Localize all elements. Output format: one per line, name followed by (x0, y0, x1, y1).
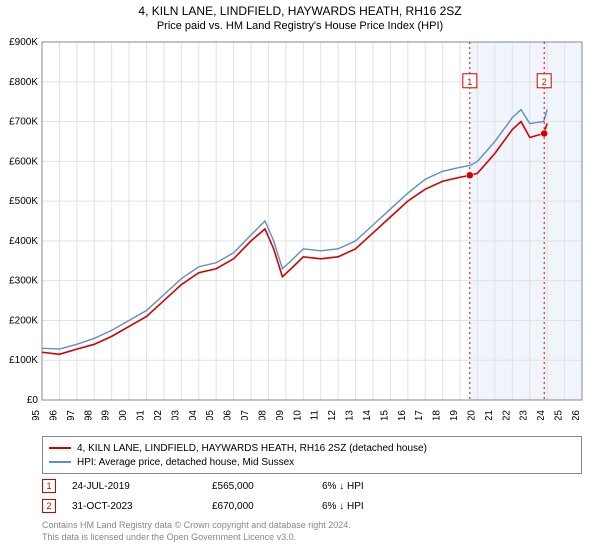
svg-text:2006: 2006 (223, 410, 234, 420)
svg-text:2018: 2018 (432, 410, 443, 420)
svg-text:£100K: £100K (9, 355, 38, 366)
legend-row: 4, KILN LANE, LINDFIELD, HAYWARDS HEATH,… (49, 441, 575, 455)
svg-text:1: 1 (467, 77, 472, 87)
svg-text:2010: 2010 (292, 410, 303, 420)
point-date: 31-OCT-2023 (72, 501, 212, 512)
svg-text:£300K: £300K (9, 276, 38, 287)
point-date: 24-JUL-2019 (72, 481, 212, 492)
point-delta: 6% ↓ HPI (322, 481, 402, 492)
point-row: 1 24-JUL-2019£565,0006% ↓ HPI (42, 476, 402, 496)
point-price: £670,000 (212, 501, 322, 512)
legend-swatch (49, 461, 71, 463)
svg-text:£200K: £200K (9, 315, 38, 326)
svg-text:2002: 2002 (153, 410, 164, 420)
svg-text:1995: 1995 (31, 410, 42, 420)
svg-text:2007: 2007 (240, 410, 251, 420)
svg-text:2020: 2020 (466, 410, 477, 420)
svg-text:2024: 2024 (536, 410, 547, 420)
footer-attribution: Contains HM Land Registry data © Crown c… (42, 520, 351, 543)
svg-text:2016: 2016 (397, 410, 408, 420)
svg-text:1999: 1999 (101, 410, 112, 420)
svg-text:2005: 2005 (205, 410, 216, 420)
svg-text:1997: 1997 (66, 410, 77, 420)
svg-text:2013: 2013 (345, 410, 356, 420)
svg-text:2014: 2014 (362, 410, 373, 420)
point-row: 2 31-OCT-2023£670,0006% ↓ HPI (42, 496, 402, 516)
point-marker: 2 (42, 499, 56, 513)
legend-swatch (49, 447, 71, 449)
svg-text:2011: 2011 (310, 410, 321, 420)
svg-text:2008: 2008 (257, 410, 268, 420)
point-marker: 1 (42, 479, 56, 493)
svg-text:1996: 1996 (48, 410, 59, 420)
svg-text:2017: 2017 (414, 410, 425, 420)
point-price: £565,000 (212, 481, 322, 492)
svg-text:2022: 2022 (501, 410, 512, 420)
svg-text:£900K: £900K (9, 37, 38, 48)
svg-text:2015: 2015 (379, 410, 390, 420)
svg-text:2: 2 (542, 77, 547, 87)
svg-text:2023: 2023 (519, 410, 530, 420)
legend-row: HPI: Average price, detached house, Mid … (49, 455, 575, 469)
point-delta: 6% ↓ HPI (322, 501, 402, 512)
svg-text:2025: 2025 (554, 410, 565, 420)
svg-text:2026: 2026 (571, 410, 582, 420)
svg-text:£800K: £800K (9, 77, 38, 88)
svg-text:£600K: £600K (9, 156, 38, 167)
legend-label: HPI: Average price, detached house, Mid … (77, 457, 294, 468)
svg-text:£0: £0 (27, 395, 39, 406)
svg-text:2003: 2003 (170, 410, 181, 420)
svg-text:2001: 2001 (136, 410, 147, 420)
legend: 4, KILN LANE, LINDFIELD, HAYWARDS HEATH,… (42, 436, 582, 474)
svg-text:1998: 1998 (83, 410, 94, 420)
footer-line-1: Contains HM Land Registry data © Crown c… (42, 520, 351, 532)
chart-container: 4, KILN LANE, LINDFIELD, HAYWARDS HEATH,… (0, 0, 600, 560)
svg-text:2021: 2021 (484, 410, 495, 420)
svg-text:2004: 2004 (188, 410, 199, 420)
svg-text:2012: 2012 (327, 410, 338, 420)
svg-text:2019: 2019 (449, 410, 460, 420)
svg-text:2009: 2009 (275, 410, 286, 420)
points-table: 1 24-JUL-2019£565,0006% ↓ HPI 2 31-OCT-2023… (42, 476, 402, 516)
legend-label: 4, KILN LANE, LINDFIELD, HAYWARDS HEATH,… (77, 443, 427, 454)
svg-text:£700K: £700K (9, 117, 38, 128)
svg-text:£500K: £500K (9, 196, 38, 207)
svg-text:£400K: £400K (9, 236, 38, 247)
price-chart: £0 £100K £200K £300K £400K £500K £600K £700K £80… (0, 0, 600, 420)
svg-text:2000: 2000 (118, 410, 129, 420)
footer-line-2: This data is licensed under the Open Gov… (42, 532, 351, 544)
